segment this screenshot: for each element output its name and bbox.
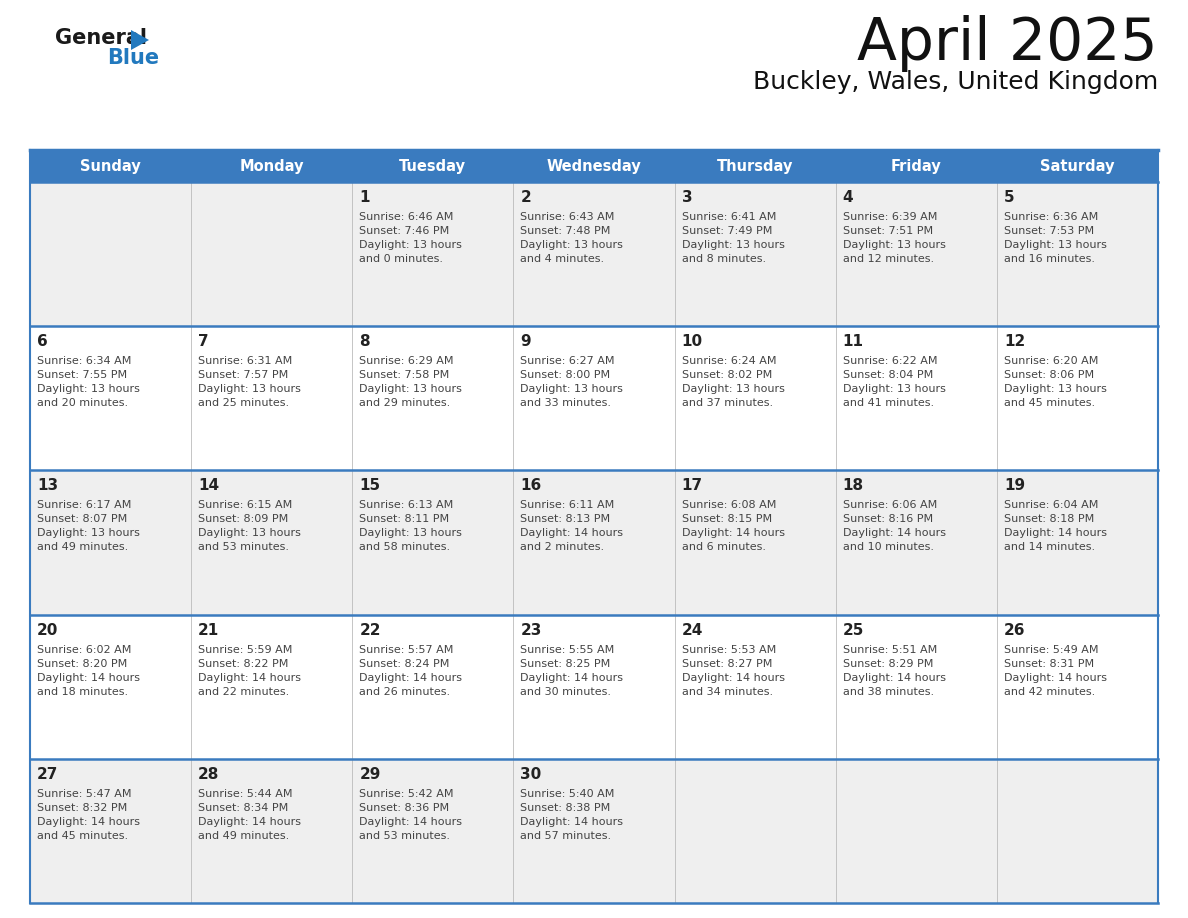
- Bar: [30, 470, 1158, 614]
- Bar: [30, 759, 1158, 903]
- Text: 21: 21: [198, 622, 220, 638]
- Text: 30: 30: [520, 767, 542, 782]
- Text: 26: 26: [1004, 622, 1025, 638]
- Text: 17: 17: [682, 478, 702, 493]
- Text: Sunrise: 5:55 AM
Sunset: 8:25 PM
Daylight: 14 hours
and 30 minutes.: Sunrise: 5:55 AM Sunset: 8:25 PM Dayligh…: [520, 644, 624, 697]
- Text: Sunrise: 6:17 AM
Sunset: 8:07 PM
Daylight: 13 hours
and 49 minutes.: Sunrise: 6:17 AM Sunset: 8:07 PM Dayligh…: [37, 500, 140, 553]
- Text: Monday: Monday: [240, 159, 304, 174]
- Text: 9: 9: [520, 334, 531, 349]
- Text: 13: 13: [37, 478, 58, 493]
- Text: General: General: [55, 28, 147, 48]
- Text: Sunrise: 5:40 AM
Sunset: 8:38 PM
Daylight: 14 hours
and 57 minutes.: Sunrise: 5:40 AM Sunset: 8:38 PM Dayligh…: [520, 789, 624, 841]
- Text: 16: 16: [520, 478, 542, 493]
- Text: 24: 24: [682, 622, 703, 638]
- Text: 28: 28: [198, 767, 220, 782]
- Text: 1: 1: [359, 190, 369, 205]
- Text: Sunrise: 5:49 AM
Sunset: 8:31 PM
Daylight: 14 hours
and 42 minutes.: Sunrise: 5:49 AM Sunset: 8:31 PM Dayligh…: [1004, 644, 1107, 697]
- Text: 22: 22: [359, 622, 381, 638]
- Text: 7: 7: [198, 334, 209, 349]
- Bar: [30, 326, 1158, 470]
- Text: 15: 15: [359, 478, 380, 493]
- Text: 3: 3: [682, 190, 693, 205]
- Text: Thursday: Thursday: [716, 159, 794, 174]
- Text: 4: 4: [842, 190, 853, 205]
- Text: Sunrise: 6:11 AM
Sunset: 8:13 PM
Daylight: 14 hours
and 2 minutes.: Sunrise: 6:11 AM Sunset: 8:13 PM Dayligh…: [520, 500, 624, 553]
- Text: Blue: Blue: [107, 48, 159, 68]
- Text: 10: 10: [682, 334, 702, 349]
- Text: Sunrise: 5:51 AM
Sunset: 8:29 PM
Daylight: 14 hours
and 38 minutes.: Sunrise: 5:51 AM Sunset: 8:29 PM Dayligh…: [842, 644, 946, 697]
- Text: Sunrise: 6:22 AM
Sunset: 8:04 PM
Daylight: 13 hours
and 41 minutes.: Sunrise: 6:22 AM Sunset: 8:04 PM Dayligh…: [842, 356, 946, 409]
- Polygon shape: [131, 30, 148, 50]
- Text: 18: 18: [842, 478, 864, 493]
- Text: Sunrise: 5:53 AM
Sunset: 8:27 PM
Daylight: 14 hours
and 34 minutes.: Sunrise: 5:53 AM Sunset: 8:27 PM Dayligh…: [682, 644, 784, 697]
- Bar: [30, 614, 1158, 759]
- Text: 11: 11: [842, 334, 864, 349]
- Text: Sunrise: 6:39 AM
Sunset: 7:51 PM
Daylight: 13 hours
and 12 minutes.: Sunrise: 6:39 AM Sunset: 7:51 PM Dayligh…: [842, 212, 946, 264]
- Text: Sunrise: 6:46 AM
Sunset: 7:46 PM
Daylight: 13 hours
and 0 minutes.: Sunrise: 6:46 AM Sunset: 7:46 PM Dayligh…: [359, 212, 462, 264]
- Text: Friday: Friday: [891, 159, 942, 174]
- Text: Sunrise: 5:59 AM
Sunset: 8:22 PM
Daylight: 14 hours
and 22 minutes.: Sunrise: 5:59 AM Sunset: 8:22 PM Dayligh…: [198, 644, 301, 697]
- Text: Sunrise: 6:27 AM
Sunset: 8:00 PM
Daylight: 13 hours
and 33 minutes.: Sunrise: 6:27 AM Sunset: 8:00 PM Dayligh…: [520, 356, 624, 409]
- Text: 19: 19: [1004, 478, 1025, 493]
- Text: 8: 8: [359, 334, 369, 349]
- Text: Sunrise: 6:34 AM
Sunset: 7:55 PM
Daylight: 13 hours
and 20 minutes.: Sunrise: 6:34 AM Sunset: 7:55 PM Dayligh…: [37, 356, 140, 409]
- Text: Sunrise: 6:04 AM
Sunset: 8:18 PM
Daylight: 14 hours
and 14 minutes.: Sunrise: 6:04 AM Sunset: 8:18 PM Dayligh…: [1004, 500, 1107, 553]
- Text: Buckley, Wales, United Kingdom: Buckley, Wales, United Kingdom: [753, 70, 1158, 94]
- Text: 2: 2: [520, 190, 531, 205]
- Text: 27: 27: [37, 767, 58, 782]
- Text: 20: 20: [37, 622, 58, 638]
- Text: Sunrise: 6:31 AM
Sunset: 7:57 PM
Daylight: 13 hours
and 25 minutes.: Sunrise: 6:31 AM Sunset: 7:57 PM Dayligh…: [198, 356, 301, 409]
- Text: Sunrise: 6:43 AM
Sunset: 7:48 PM
Daylight: 13 hours
and 4 minutes.: Sunrise: 6:43 AM Sunset: 7:48 PM Dayligh…: [520, 212, 624, 264]
- Text: 5: 5: [1004, 190, 1015, 205]
- Text: Sunrise: 5:44 AM
Sunset: 8:34 PM
Daylight: 14 hours
and 49 minutes.: Sunrise: 5:44 AM Sunset: 8:34 PM Dayligh…: [198, 789, 301, 841]
- Text: 6: 6: [37, 334, 48, 349]
- Text: Sunrise: 6:20 AM
Sunset: 8:06 PM
Daylight: 13 hours
and 45 minutes.: Sunrise: 6:20 AM Sunset: 8:06 PM Dayligh…: [1004, 356, 1107, 409]
- Text: 12: 12: [1004, 334, 1025, 349]
- Text: Sunrise: 5:42 AM
Sunset: 8:36 PM
Daylight: 14 hours
and 53 minutes.: Sunrise: 5:42 AM Sunset: 8:36 PM Dayligh…: [359, 789, 462, 841]
- Text: Sunrise: 6:24 AM
Sunset: 8:02 PM
Daylight: 13 hours
and 37 minutes.: Sunrise: 6:24 AM Sunset: 8:02 PM Dayligh…: [682, 356, 784, 409]
- Text: Sunrise: 6:36 AM
Sunset: 7:53 PM
Daylight: 13 hours
and 16 minutes.: Sunrise: 6:36 AM Sunset: 7:53 PM Dayligh…: [1004, 212, 1107, 264]
- Text: Tuesday: Tuesday: [399, 159, 467, 174]
- Bar: [30, 150, 1158, 182]
- Text: Sunrise: 5:57 AM
Sunset: 8:24 PM
Daylight: 14 hours
and 26 minutes.: Sunrise: 5:57 AM Sunset: 8:24 PM Dayligh…: [359, 644, 462, 697]
- Text: Saturday: Saturday: [1041, 159, 1114, 174]
- Text: April 2025: April 2025: [858, 15, 1158, 72]
- Text: 29: 29: [359, 767, 380, 782]
- Text: Sunrise: 6:15 AM
Sunset: 8:09 PM
Daylight: 13 hours
and 53 minutes.: Sunrise: 6:15 AM Sunset: 8:09 PM Dayligh…: [198, 500, 301, 553]
- Text: 23: 23: [520, 622, 542, 638]
- Text: Sunrise: 6:41 AM
Sunset: 7:49 PM
Daylight: 13 hours
and 8 minutes.: Sunrise: 6:41 AM Sunset: 7:49 PM Dayligh…: [682, 212, 784, 264]
- Text: Sunrise: 5:47 AM
Sunset: 8:32 PM
Daylight: 14 hours
and 45 minutes.: Sunrise: 5:47 AM Sunset: 8:32 PM Dayligh…: [37, 789, 140, 841]
- Text: Sunday: Sunday: [81, 159, 141, 174]
- Text: Sunrise: 6:13 AM
Sunset: 8:11 PM
Daylight: 13 hours
and 58 minutes.: Sunrise: 6:13 AM Sunset: 8:11 PM Dayligh…: [359, 500, 462, 553]
- Text: Sunrise: 6:08 AM
Sunset: 8:15 PM
Daylight: 14 hours
and 6 minutes.: Sunrise: 6:08 AM Sunset: 8:15 PM Dayligh…: [682, 500, 784, 553]
- Text: Wednesday: Wednesday: [546, 159, 642, 174]
- Text: 25: 25: [842, 622, 864, 638]
- Text: Sunrise: 6:02 AM
Sunset: 8:20 PM
Daylight: 14 hours
and 18 minutes.: Sunrise: 6:02 AM Sunset: 8:20 PM Dayligh…: [37, 644, 140, 697]
- Text: Sunrise: 6:06 AM
Sunset: 8:16 PM
Daylight: 14 hours
and 10 minutes.: Sunrise: 6:06 AM Sunset: 8:16 PM Dayligh…: [842, 500, 946, 553]
- Bar: [30, 182, 1158, 326]
- Text: Sunrise: 6:29 AM
Sunset: 7:58 PM
Daylight: 13 hours
and 29 minutes.: Sunrise: 6:29 AM Sunset: 7:58 PM Dayligh…: [359, 356, 462, 409]
- Text: 14: 14: [198, 478, 220, 493]
